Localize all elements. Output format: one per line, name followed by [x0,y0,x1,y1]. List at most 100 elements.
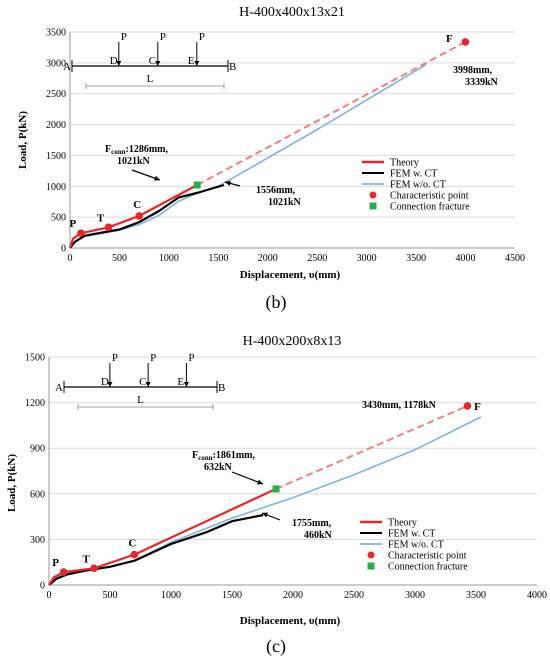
span-label: L [137,394,144,406]
chart-panel-c: H-400x200x8x13 0 300 600 900 1200 1500 0 500 100… [6,334,547,657]
y-tick-label: 600 [30,489,45,500]
annotation-text: 3430mm, 1178kN [362,400,437,411]
marker-group: P T C F [70,33,470,237]
annotation-text: 1755mm, [292,518,332,529]
characteristic-point [135,212,144,220]
series-group [68,41,466,249]
load-arrowhead [107,382,113,387]
chart-panel-b: H-400x400x13x21 0 500 1000 1500 2000 2500 3000… [17,5,525,313]
annotation-tspan: conn [198,454,213,462]
annotation-tspan: F [192,450,198,461]
annotation-arrowhead [262,512,268,518]
load-arrowhead [155,61,161,66]
characteristic-point [104,223,113,232]
x-tick-label: 4500 [505,253,525,264]
point-label: F [474,401,481,413]
legend-label: FEM w. CT [390,169,437,180]
y-tick-label: 500 [51,213,66,224]
beam-point-label: C [139,376,146,388]
legend-swatch [367,562,375,570]
annotation-arrowhead [225,180,231,186]
annotation-tspan: conn [111,148,126,156]
annotation-text: 1556mm, [256,185,296,196]
y-tick-label: 2000 [46,120,66,131]
annotation-text: 3339kN [465,77,499,88]
y-tick-label: 0 [61,244,66,255]
load-arrowhead [183,382,189,387]
characteristic-point [90,564,98,573]
y-tick-label: 1500 [46,151,66,162]
beam-point-label: C [149,55,156,67]
y-tick-label: 2500 [46,89,66,100]
legend-label: Theory [390,158,419,169]
load-label: P [121,31,127,43]
load-label: P [160,31,166,43]
y-tick-label: 0 [40,581,45,592]
series-line [69,183,225,249]
beam-point-label: B [229,61,236,73]
beam-point-label: A [63,61,71,73]
y-tick-label: 3500 [46,28,66,39]
y-tick-label: 1500 [25,353,45,364]
y-tick-label: 3000 [46,58,66,69]
x-tick-label: 3000 [405,590,425,601]
beam-point-label: D [110,55,118,67]
characteristic-point [463,402,472,410]
panel-label: (b) [266,292,287,313]
x-tick-label: 1500 [222,590,242,601]
characteristic-point [77,229,85,237]
annotation-text: Fconn:1286mm, [105,144,169,156]
x-axis-label: Displacement, υ(mm) [240,269,341,281]
load-label: P [199,31,205,43]
legend-swatch [367,551,375,559]
legend-label: Connection fracture [388,562,468,573]
point-label: T [97,212,105,224]
annotation-text: 1021kN [117,156,151,167]
characteristic-point [461,38,470,46]
characteristic-point [130,550,139,559]
annotation-text: Fconn:1861mm, [192,450,256,462]
series-line [48,487,277,586]
y-axis-label: Load, P(kN) [17,111,29,169]
x-tick-label: 3500 [406,253,426,264]
x-tick-label: 500 [103,590,118,601]
x-tick-label: 3000 [357,253,377,264]
chart-title: H-400x400x13x21 [239,5,345,20]
y-tick-label: 1000 [46,182,66,193]
annotation-tspan: :1286mm, [126,144,169,155]
annotation-leader [231,471,264,485]
y-tick-label: 900 [30,444,45,455]
beam-point-label: D [101,376,109,388]
y-tick-label: 300 [30,535,45,546]
annotation-group: Fconn:1861mm,632kN 1755mm,460kN 3430mm, 11… [192,400,437,541]
annotation-arrowhead [154,175,160,181]
load-arrowhead [194,61,200,66]
x-tick-label: 3500 [466,590,486,601]
point-label: C [128,538,136,550]
legend-swatch [369,191,377,199]
series-line [48,514,264,586]
characteristic-point [59,568,68,576]
x-tick-label: 0 [68,253,73,264]
x-tick-label: 4000 [527,590,547,601]
beam-point-label: E [188,55,195,67]
annotation-arrowhead [257,479,263,485]
legend-label: Characteristic point [390,191,469,202]
span-label: L [147,73,154,85]
x-tick-label: 2500 [344,590,364,601]
annotation-text: 1021kN [268,197,302,208]
legend-label: Theory [388,518,417,529]
x-tick-label: 2500 [307,253,327,264]
grid-lines [70,31,515,218]
load-label: P [112,352,118,364]
x-tick-label: 2000 [258,253,278,264]
load-label: P [188,352,194,364]
x-tick-label: 1500 [208,253,228,264]
y-axis-label: Load, P(kN) [6,454,18,512]
marker-group: P T C F [52,401,481,576]
point-label: T [82,553,90,565]
